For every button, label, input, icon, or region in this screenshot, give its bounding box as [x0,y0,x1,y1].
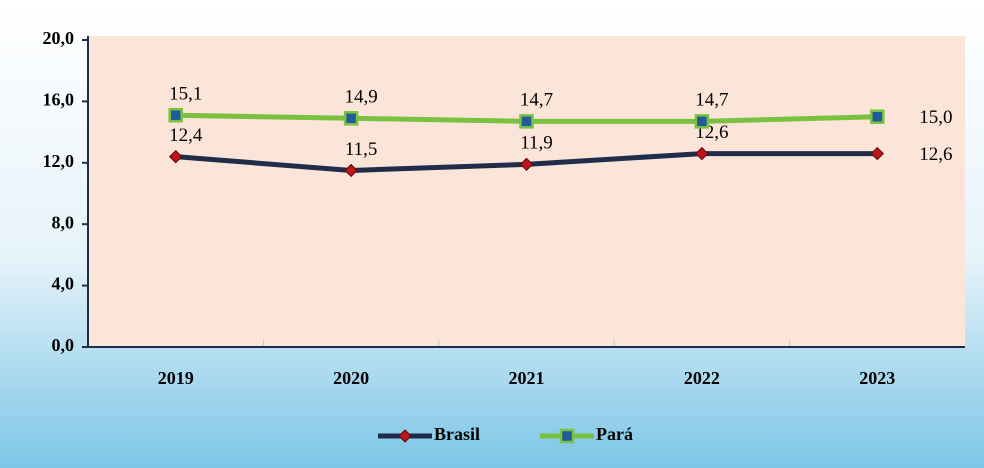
legend-label: Pará [596,424,633,444]
data-label: 15,0 [919,107,952,128]
data-point [695,146,709,161]
x-tick-label: 2019 [158,368,194,388]
data-point [168,107,183,123]
data-point [519,157,534,172]
data-label: 14,7 [520,90,553,111]
x-tick-label: 2023 [859,368,895,388]
y-tick-label: 20,0 [43,28,75,48]
legend-label: Brasil [434,424,480,444]
legend-marker [398,429,412,443]
y-tick-label: 12,0 [43,151,75,171]
data-point [694,114,710,129]
data-point [870,109,885,124]
data-label: 14,9 [344,87,377,108]
plot-area [88,36,965,347]
data-label: 14,7 [695,90,728,111]
x-tick-label: 2020 [333,368,369,388]
data-point [168,149,183,164]
data-label: 11,9 [520,133,553,154]
data-point [870,146,885,161]
data-label: 12,4 [169,125,203,146]
y-tick-label: 0,0 [52,335,75,355]
data-label: 12,6 [919,144,952,165]
x-tick-label: 2022 [684,368,720,388]
y-tick-label: 8,0 [52,212,75,232]
data-point [344,163,358,178]
legend-marker [559,428,575,444]
data-point [519,114,534,129]
y-tick-label: 16,0 [43,90,75,110]
data-point [343,111,359,126]
x-tick-label: 2021 [509,368,545,388]
y-tick-label: 4,0 [52,274,75,294]
data-label: 11,5 [345,139,378,160]
data-label: 15,1 [169,84,202,105]
